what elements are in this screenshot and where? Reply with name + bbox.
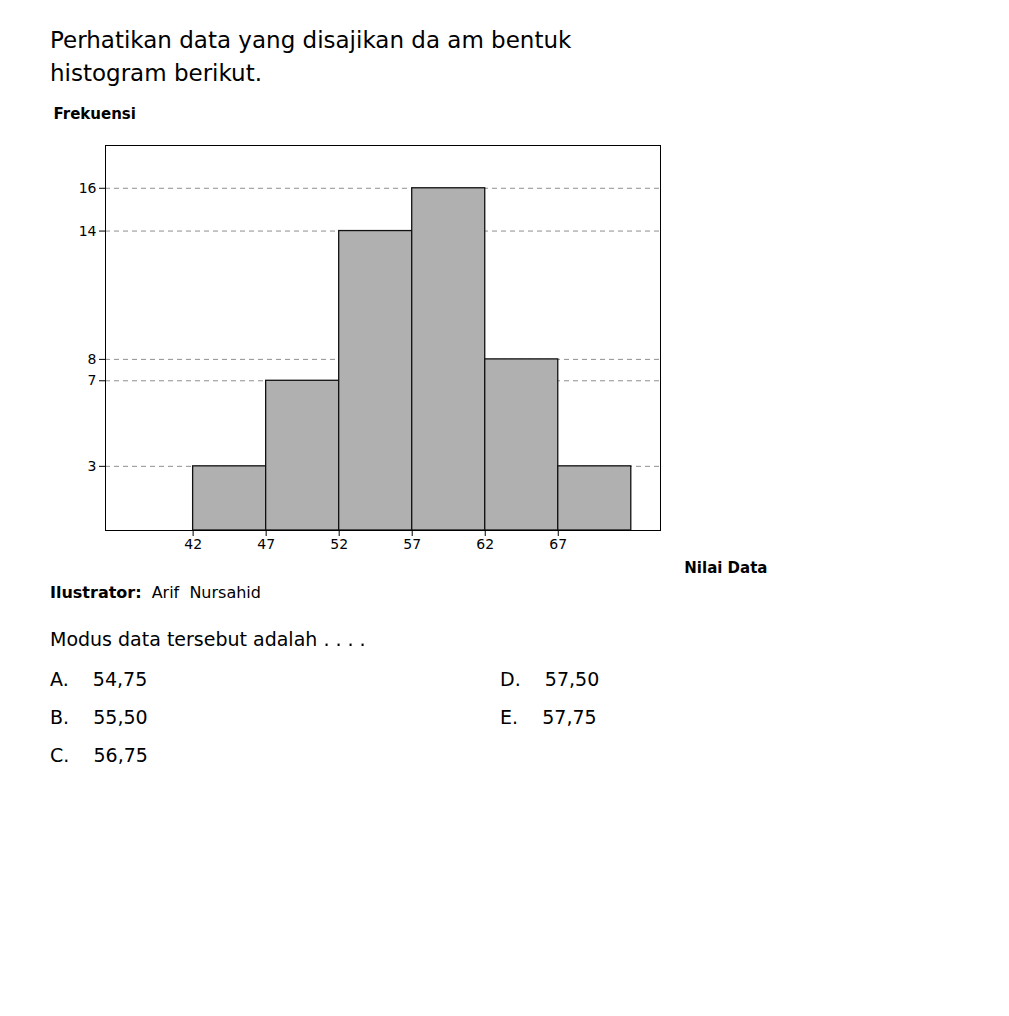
svg-text:Nilai Data: Nilai Data: [684, 558, 767, 576]
html-text:C. 56,75: C. 56,75: [50, 743, 148, 766]
html-text:A. 54,75: A. 54,75: [50, 667, 148, 690]
svg-text:8: 8: [88, 351, 97, 367]
svg-text:62: 62: [476, 536, 494, 552]
svg-text:57: 57: [403, 536, 421, 552]
svg-text:52: 52: [330, 536, 348, 552]
html-text:Ilustrator:: Ilustrator:: [50, 582, 142, 602]
html-text:Arif Nursahid: Arif Nursahid: [151, 582, 261, 602]
svg-text:67: 67: [549, 536, 567, 552]
svg-text:7: 7: [88, 372, 97, 388]
html-text:Perhatikan data yang disajikan: Perhatikan data yang disajikan da am ben…: [50, 27, 572, 87]
svg-text:42: 42: [184, 536, 202, 552]
html-text:Modus data tersebut adalah . .: Modus data tersebut adalah . . . .: [50, 627, 366, 650]
html-text:B. 55,50: B. 55,50: [50, 705, 148, 728]
html-text:D. 57,50: D. 57,50: [500, 667, 600, 690]
html-text:E. 57,75: E. 57,75: [500, 705, 597, 728]
svg-text:Frekuensi: Frekuensi: [54, 105, 136, 123]
svg-text:47: 47: [257, 536, 275, 552]
svg-text:16: 16: [79, 179, 97, 195]
svg-text:14: 14: [79, 222, 97, 238]
svg-text:3: 3: [88, 458, 97, 474]
